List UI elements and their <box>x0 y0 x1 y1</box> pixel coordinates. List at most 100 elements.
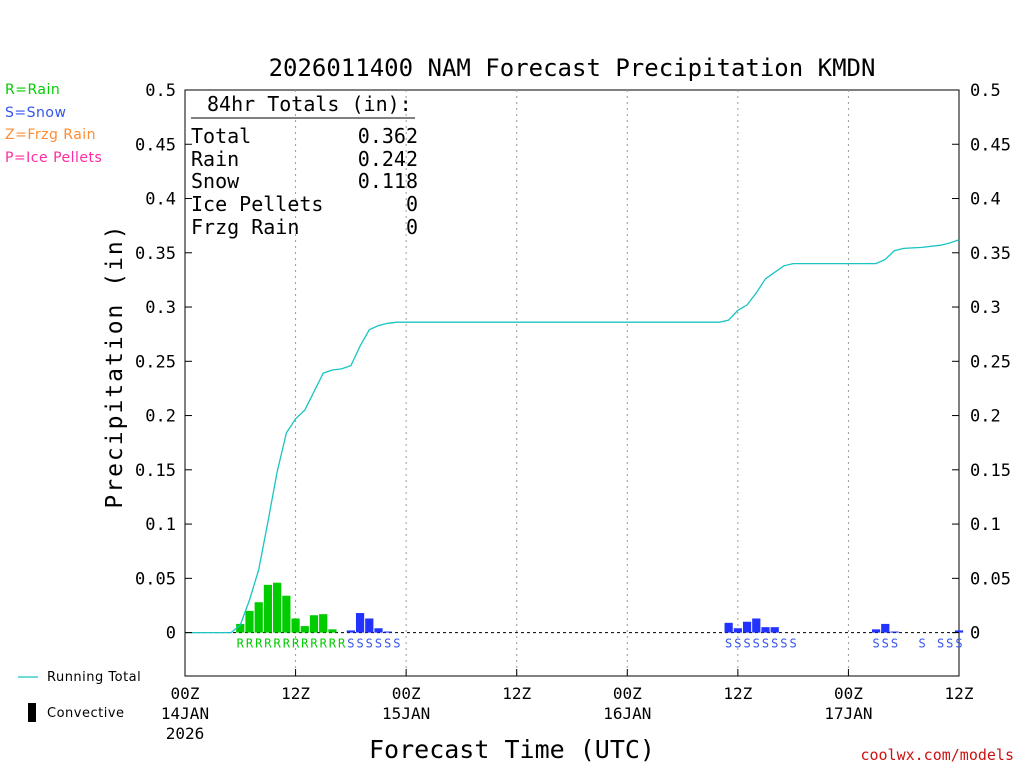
precip-type-marker: R <box>264 637 272 651</box>
plot-frame <box>184 89 960 677</box>
precip-bar-rain <box>291 618 300 633</box>
totals-heading: 84hr Totals (in): <box>207 92 412 116</box>
vertical-grid-lines <box>295 90 849 676</box>
precip-bar-snow <box>365 618 374 633</box>
precip-type-marker: R <box>292 637 300 651</box>
totals-box: 84hr Totals (in): Total 0.362 Rain 0.242… <box>191 92 418 239</box>
y-tick-label-left: 0 <box>166 624 176 644</box>
precip-bar-snow <box>374 628 383 633</box>
precip-type-marker: R <box>246 637 254 651</box>
x-tick-label: 12Z <box>945 684 974 703</box>
precip-type-marker: S <box>753 637 760 651</box>
y-tick-label-right: 0.25 <box>970 352 1011 372</box>
precip-type-marker: S <box>725 637 732 651</box>
precip-type-marker: R <box>310 637 318 651</box>
x-tick-date: 15JAN <box>382 704 430 723</box>
precip-bar-snow <box>346 630 355 633</box>
precip-bar-snow <box>733 628 742 633</box>
totals-value-rain: 0.242 <box>358 147 418 171</box>
precip-bar-snow <box>954 630 964 633</box>
precip-bar-snow <box>871 629 881 633</box>
precip-bar-rain <box>328 629 337 633</box>
x-tick-label: 00Z <box>171 684 200 703</box>
y-tick-label-right: 0.35 <box>970 244 1011 264</box>
legend-frzg-rain: Z=Frzg Rain <box>5 127 97 143</box>
legend-running-total-label: Running Total <box>47 670 142 685</box>
precip-bar-rain <box>319 614 328 633</box>
precip-type-marker: S <box>771 637 778 651</box>
precip-type-marker: S <box>375 637 382 651</box>
x-axis-label: Forecast Time (UTC) <box>369 735 655 764</box>
precip-type-marker: S <box>919 637 926 651</box>
precip-bar-rain <box>236 623 245 633</box>
totals-label-total: Total <box>191 124 251 148</box>
precip-type-marker: S <box>882 637 889 651</box>
precip-type-marker: R <box>320 637 328 651</box>
x-tick-year: 2026 <box>166 724 205 743</box>
precip-type-marker: S <box>366 637 373 651</box>
x-tick-label: 12Z <box>723 684 752 703</box>
y-tick-label-left: 0.3 <box>145 298 176 318</box>
precip-bar-rain <box>282 595 291 633</box>
totals-value-ice-pellets: 0 <box>406 192 418 216</box>
precip-type-marker: S <box>891 637 898 651</box>
precip-bar-snow <box>383 631 392 633</box>
y-tick-label-left: 0.15 <box>135 461 176 481</box>
site-credit[interactable]: coolwx.com/models <box>860 746 1014 764</box>
precip-bar-snow <box>742 621 752 633</box>
precip-type-marker: S <box>955 637 962 651</box>
precip-bar-snow <box>724 622 733 633</box>
x-tick-label: 00Z <box>834 684 863 703</box>
x-tick-date: 17JAN <box>824 704 872 723</box>
precip-type-marker: S <box>356 637 363 651</box>
x-tick-date: 14JAN <box>161 704 209 723</box>
precip-type-marker: R <box>283 637 291 651</box>
x-tick-label: 00Z <box>613 684 642 703</box>
precip-type-marker: R <box>274 637 282 651</box>
precip-type-marker: R <box>255 637 263 651</box>
precip-type-marker: S <box>937 637 944 651</box>
totals-label-frzg-rain: Frzg Rain <box>191 215 299 239</box>
precip-type-marker: S <box>347 637 354 651</box>
y-tick-label-right: 0.4 <box>970 190 1001 210</box>
x-tick-label: 00Z <box>392 684 421 703</box>
y-tick-label-right: 0.15 <box>970 461 1011 481</box>
y-tick-label-left: 0.4 <box>145 190 176 210</box>
y-tick-label-left: 0.45 <box>135 135 176 155</box>
totals-label-rain: Rain <box>191 147 239 171</box>
y-tick-label-right: 0.2 <box>970 407 1001 427</box>
legend-snow: S=Snow <box>5 105 67 121</box>
precip-bar-rain <box>245 610 254 633</box>
convective-legend-swatch <box>28 703 36 722</box>
precip-bar-rain <box>300 626 309 633</box>
y-tick-label-right: 0.5 <box>970 81 1001 101</box>
totals-value-snow: 0.118 <box>358 169 418 193</box>
precip-type-marker: R <box>237 637 245 651</box>
precip-bar-snow <box>890 631 899 633</box>
precip-type-marker: R <box>329 637 337 651</box>
y-tick-label-left: 0.35 <box>135 244 176 264</box>
y-axis-ticks: 0 00.05 0.050.1 0.10.15 0.150.2 0.20.25 0.250.… <box>135 81 1011 644</box>
precip-type-marker: S <box>946 637 953 651</box>
precip-bar-rain <box>254 602 263 633</box>
precip-type-marker: R <box>338 637 346 651</box>
precip-type-marker: S <box>743 637 750 651</box>
x-tick-label: 12Z <box>281 684 310 703</box>
y-tick-label-right: 0.45 <box>970 135 1011 155</box>
precip-bar-snow <box>881 623 890 633</box>
chart-title: 2026011400 NAM Forecast Precipitation KM… <box>269 54 876 82</box>
legend-rain: R=Rain <box>5 82 61 98</box>
y-tick-label-right: 0.3 <box>970 298 1001 318</box>
precip-type-marker: S <box>790 637 797 651</box>
y-tick-label-left: 0.25 <box>135 352 176 372</box>
totals-label-snow: Snow <box>191 169 240 193</box>
x-tick-label: 12Z <box>502 684 531 703</box>
legend-ice-pellets: P=Ice Pellets <box>5 150 103 166</box>
precip-type-marker: S <box>762 637 769 651</box>
precip-type-marker: S <box>780 637 787 651</box>
precip-bar-snow <box>770 627 779 633</box>
precip-type-marker: S <box>734 637 741 651</box>
totals-value-total: 0.362 <box>358 124 418 148</box>
